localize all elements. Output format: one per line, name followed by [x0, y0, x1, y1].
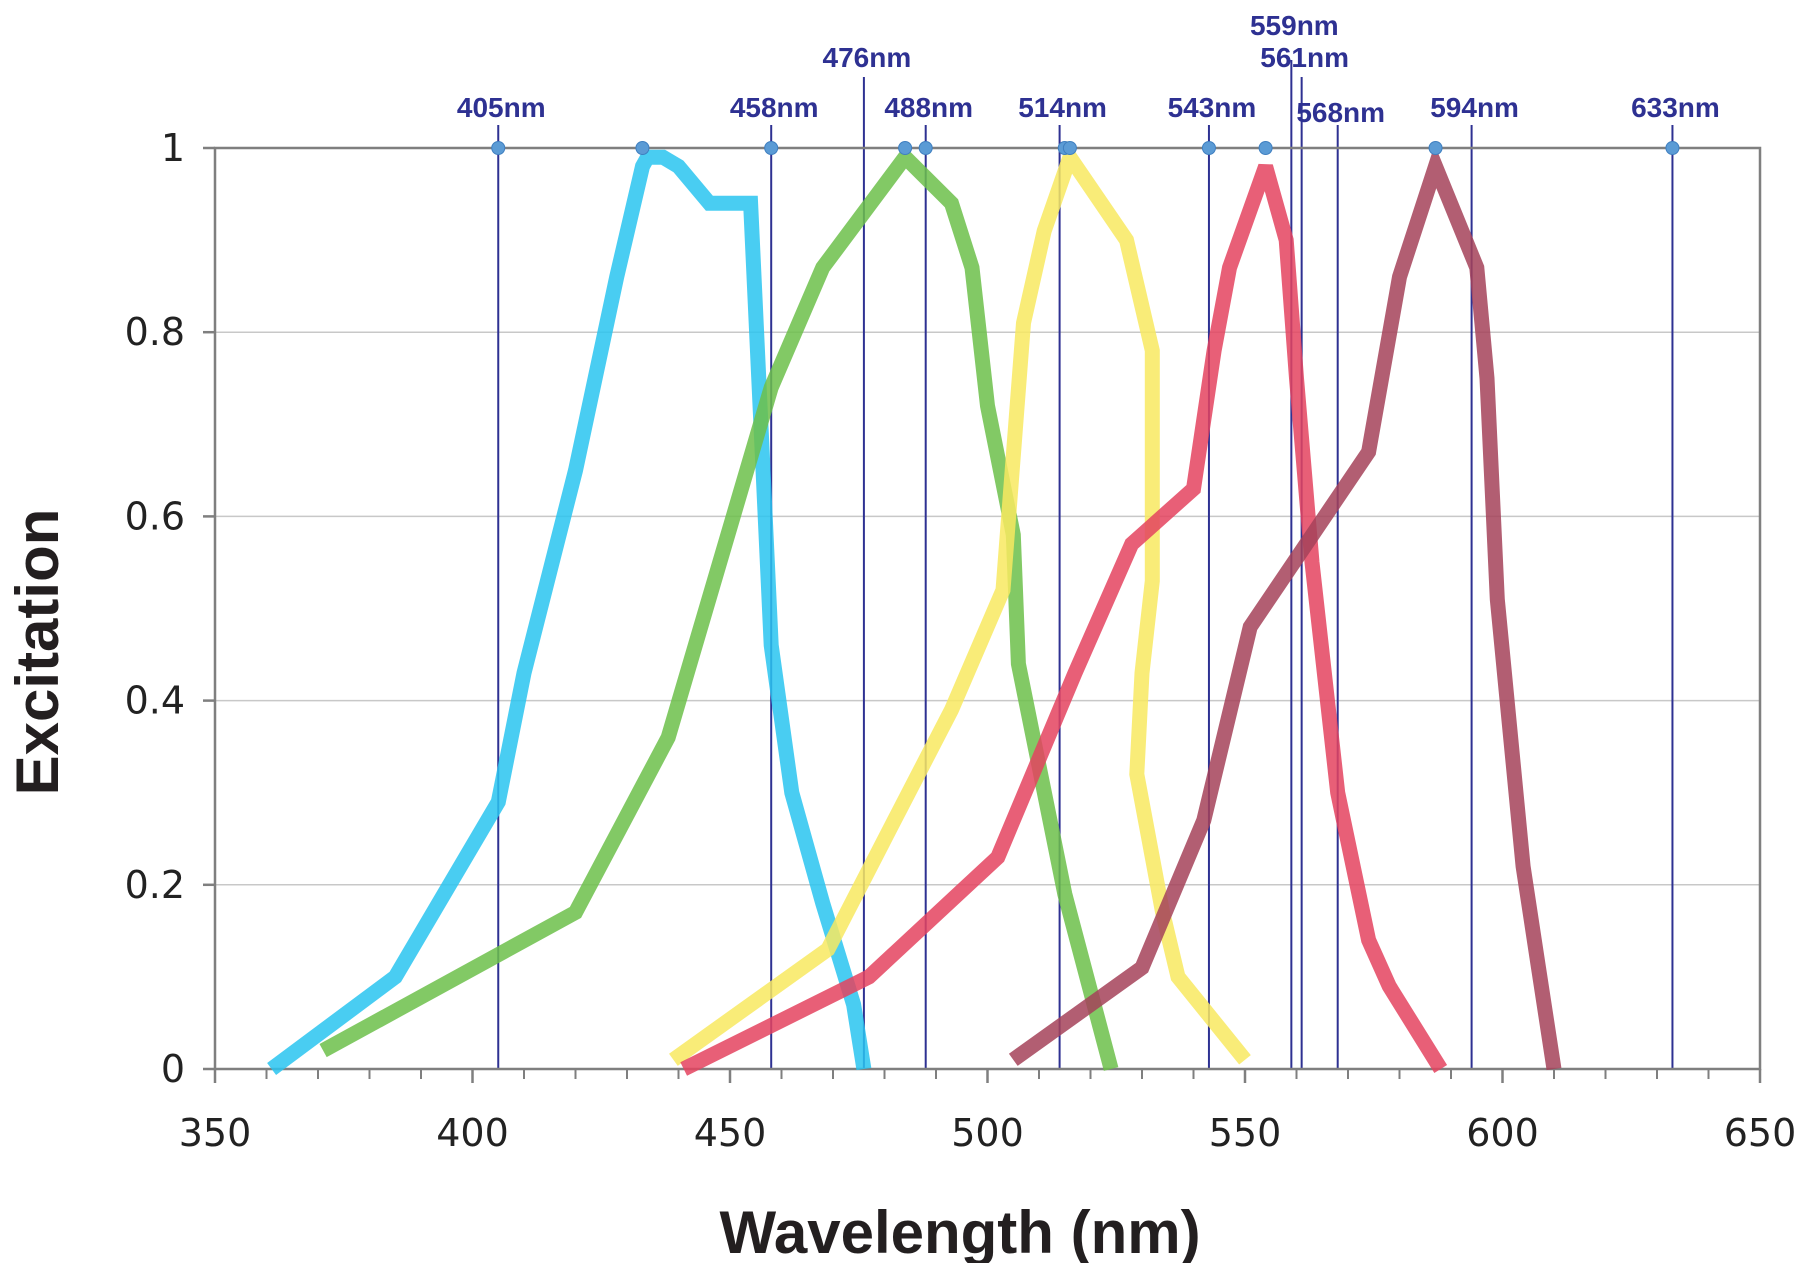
x-tick-label: 450: [694, 1111, 767, 1155]
y-tick-label: 0: [161, 1047, 185, 1091]
x-tick-label: 500: [951, 1111, 1024, 1155]
excitation-curve: [669, 140, 1251, 1066]
x-tick-label: 650: [1724, 1111, 1797, 1155]
peak-marker: [898, 141, 913, 155]
x-axis-title: Wavelength (nm): [719, 1199, 1200, 1263]
x-tick-label: 550: [1209, 1111, 1282, 1155]
y-tick-label: 0.4: [125, 679, 185, 723]
laser-label: 543nm: [1168, 92, 1257, 123]
excitation-curve: [680, 163, 1448, 1076]
y-axis-title: Excitation: [4, 509, 71, 796]
y-tick-label: 0.6: [125, 494, 185, 538]
x-tick-label: 400: [436, 1111, 509, 1155]
laser-label: 476nm: [823, 42, 912, 73]
excitation-curve: [319, 145, 1119, 1071]
laser-label: 568nm: [1296, 97, 1385, 128]
laser-label: 561nm: [1260, 42, 1349, 73]
laser-marker: [1201, 141, 1216, 155]
y-tick-label: 0.8: [125, 310, 185, 354]
laser-label: 633nm: [1631, 92, 1720, 123]
laser-label: 458nm: [730, 92, 819, 123]
laser-label: 594nm: [1430, 92, 1519, 123]
laser-marker: [491, 141, 506, 155]
laser-label: 514nm: [1018, 92, 1107, 123]
x-tick-label: 600: [1466, 1111, 1539, 1155]
markers: [491, 141, 1680, 155]
excitation-curve: [267, 149, 872, 1076]
excitation-curve: [1008, 144, 1562, 1071]
peak-marker: [635, 141, 650, 155]
peak-marker: [1062, 141, 1077, 155]
laser-marker: [1665, 141, 1680, 155]
y-tick-label: 1: [161, 126, 185, 170]
laser-label: 405nm: [457, 92, 546, 123]
y-tick-label: 0.2: [125, 863, 185, 907]
peak-marker: [1258, 141, 1273, 155]
laser-marker: [764, 141, 779, 155]
laser-marker: [918, 141, 933, 155]
series-layer: [267, 140, 1562, 1076]
axes: [203, 146, 1762, 1083]
laser-label: 488nm: [884, 92, 973, 123]
x-tick-label: 350: [179, 1111, 252, 1155]
peak-marker: [1428, 141, 1443, 155]
laser-label: 559nm: [1250, 10, 1339, 41]
tick-labels: 350 400 450 500 550 600 650 0 0.2 0.4 0.6 0.8 1: [125, 126, 1797, 1155]
